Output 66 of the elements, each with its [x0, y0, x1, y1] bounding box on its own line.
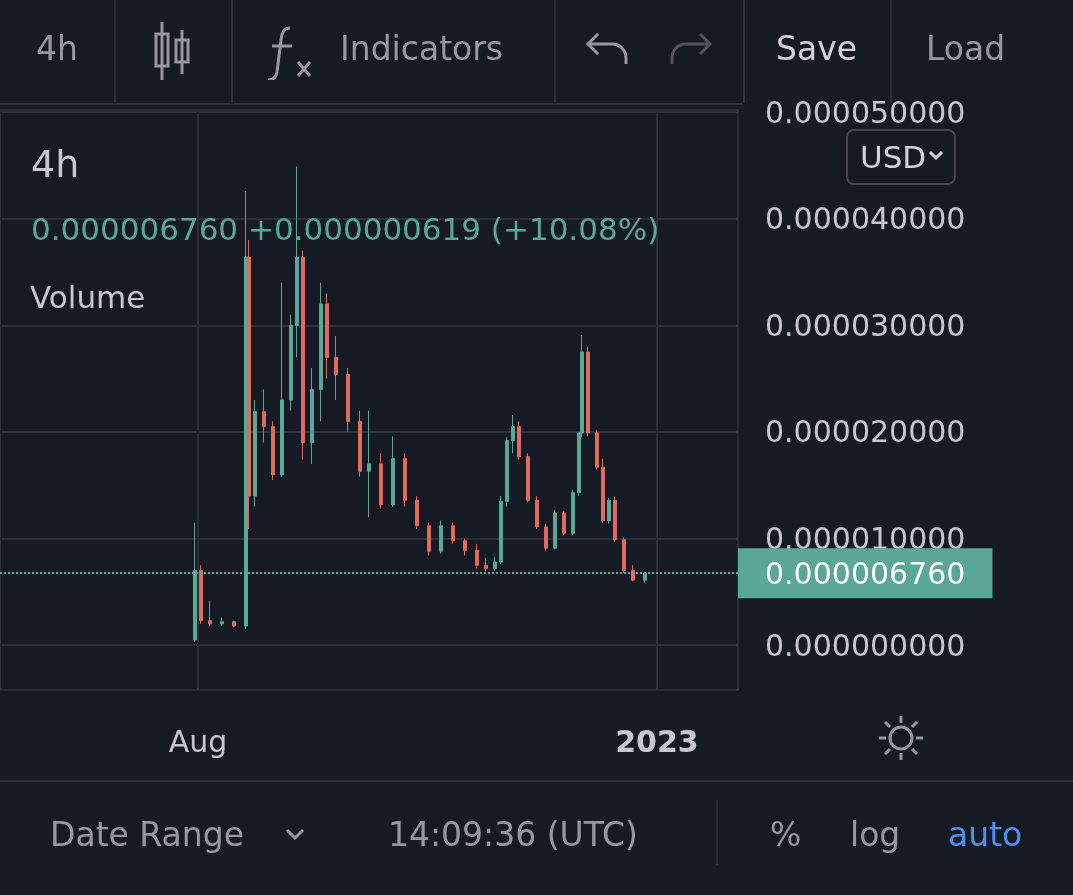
candlestick — [301, 250, 305, 461]
candlestick — [484, 557, 488, 573]
annotation: Volume — [30, 279, 146, 315]
candlestick — [403, 452, 407, 508]
y-tick-label: 0.000010000 — [765, 521, 966, 557]
y-tick-label: 0.000050000 — [765, 94, 966, 130]
text: log — [850, 815, 901, 854]
candlestick — [199, 564, 203, 625]
y-tick-label: 0.000020000 — [765, 414, 966, 450]
candlestick — [463, 538, 467, 557]
candlestick — [505, 436, 509, 508]
candlestick — [280, 282, 284, 478]
candlestick — [379, 452, 383, 510]
candlestick — [208, 599, 212, 627]
candlestick — [535, 495, 539, 530]
candlestick — [232, 620, 236, 628]
candlestick — [391, 435, 395, 508]
candlestick — [562, 510, 566, 536]
text: Date Range — [50, 815, 244, 854]
candlestick — [499, 495, 503, 565]
text: 14:09:36 (UTC) — [388, 815, 638, 854]
candlestick — [439, 519, 443, 555]
text: auto — [948, 815, 1023, 854]
text: Save — [776, 29, 858, 68]
candlestick — [475, 543, 479, 569]
x-tick-label: Aug — [168, 723, 228, 759]
candlestick — [310, 367, 314, 465]
text: 4h — [31, 142, 80, 186]
candlestick — [586, 346, 590, 437]
candlestick — [451, 522, 455, 545]
candlestick — [367, 410, 371, 518]
candlestick — [427, 522, 431, 557]
candlestick — [253, 399, 257, 508]
text: % — [770, 815, 802, 854]
text: Load — [926, 29, 1006, 68]
candlestick — [526, 452, 530, 503]
text: 4h — [36, 29, 78, 68]
y-tick-label: 0.000030000 — [765, 307, 966, 343]
y-tick-label: 0.000000000 — [765, 627, 966, 663]
candlestick — [571, 489, 575, 536]
candlestick — [289, 314, 293, 412]
candlestick — [601, 458, 605, 524]
candlestick — [511, 414, 515, 454]
candlestick — [517, 420, 521, 461]
candlestick — [553, 509, 557, 550]
candlestick — [247, 239, 251, 530]
y-tick-label: 0.000040000 — [765, 201, 966, 237]
candlestick — [613, 496, 617, 543]
candlestick — [493, 556, 497, 572]
ref-line-label: 0.000006760 — [765, 555, 966, 591]
candlestick — [271, 420, 275, 481]
candlestick — [334, 335, 338, 401]
candlestick — [544, 523, 548, 551]
text: USD — [860, 139, 927, 175]
candlestick — [622, 537, 626, 574]
candlestick — [415, 495, 419, 530]
candlestick — [346, 367, 350, 433]
candlestick — [319, 282, 323, 422]
candlestick — [595, 429, 599, 470]
candlestick — [607, 497, 611, 525]
candlestick — [325, 292, 329, 380]
candlestick — [262, 388, 266, 444]
text: Indicators — [340, 29, 504, 68]
x-tick-label: 2023 — [615, 723, 699, 759]
candlestick — [220, 617, 224, 627]
candlestick — [358, 410, 362, 478]
